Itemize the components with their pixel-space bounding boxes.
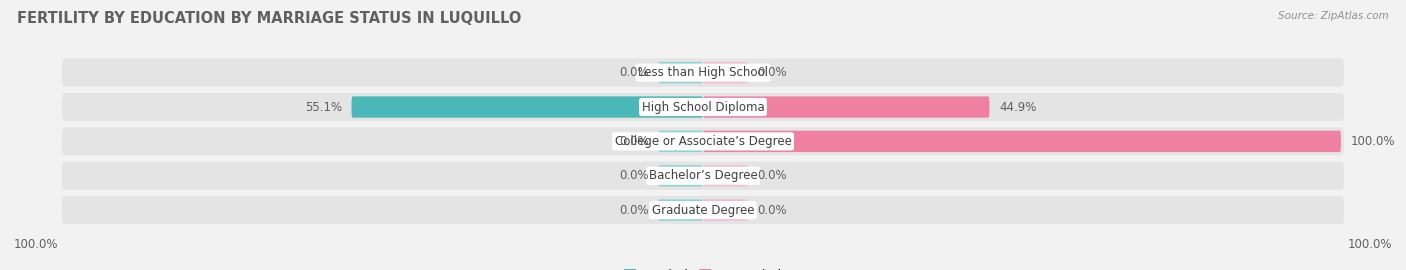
Text: 100.0%: 100.0%: [1351, 135, 1395, 148]
FancyBboxPatch shape: [658, 200, 703, 221]
FancyBboxPatch shape: [62, 196, 1344, 224]
FancyBboxPatch shape: [703, 62, 748, 83]
Text: 0.0%: 0.0%: [758, 169, 787, 182]
Text: Source: ZipAtlas.com: Source: ZipAtlas.com: [1278, 11, 1389, 21]
FancyBboxPatch shape: [352, 96, 703, 118]
Text: Bachelor’s Degree: Bachelor’s Degree: [648, 169, 758, 182]
FancyBboxPatch shape: [658, 131, 703, 152]
FancyBboxPatch shape: [62, 93, 1344, 121]
FancyBboxPatch shape: [703, 131, 1341, 152]
Text: 0.0%: 0.0%: [619, 169, 648, 182]
Text: 100.0%: 100.0%: [1347, 238, 1392, 251]
FancyBboxPatch shape: [703, 200, 748, 221]
FancyBboxPatch shape: [62, 162, 1344, 190]
Text: 0.0%: 0.0%: [758, 204, 787, 217]
Text: High School Diploma: High School Diploma: [641, 100, 765, 113]
FancyBboxPatch shape: [703, 165, 748, 186]
FancyBboxPatch shape: [62, 59, 1344, 87]
FancyBboxPatch shape: [658, 165, 703, 186]
Text: Graduate Degree: Graduate Degree: [652, 204, 754, 217]
Text: 0.0%: 0.0%: [619, 66, 648, 79]
Text: FERTILITY BY EDUCATION BY MARRIAGE STATUS IN LUQUILLO: FERTILITY BY EDUCATION BY MARRIAGE STATU…: [17, 11, 522, 26]
Text: Less than High School: Less than High School: [638, 66, 768, 79]
FancyBboxPatch shape: [703, 96, 990, 118]
Text: 44.9%: 44.9%: [1000, 100, 1036, 113]
Text: College or Associate’s Degree: College or Associate’s Degree: [614, 135, 792, 148]
Text: 0.0%: 0.0%: [619, 204, 648, 217]
Text: 100.0%: 100.0%: [14, 238, 59, 251]
Legend: Married, Unmarried: Married, Unmarried: [621, 266, 785, 270]
Text: 0.0%: 0.0%: [758, 66, 787, 79]
FancyBboxPatch shape: [62, 127, 1344, 156]
Text: 55.1%: 55.1%: [305, 100, 342, 113]
Text: 0.0%: 0.0%: [619, 135, 648, 148]
FancyBboxPatch shape: [658, 62, 703, 83]
